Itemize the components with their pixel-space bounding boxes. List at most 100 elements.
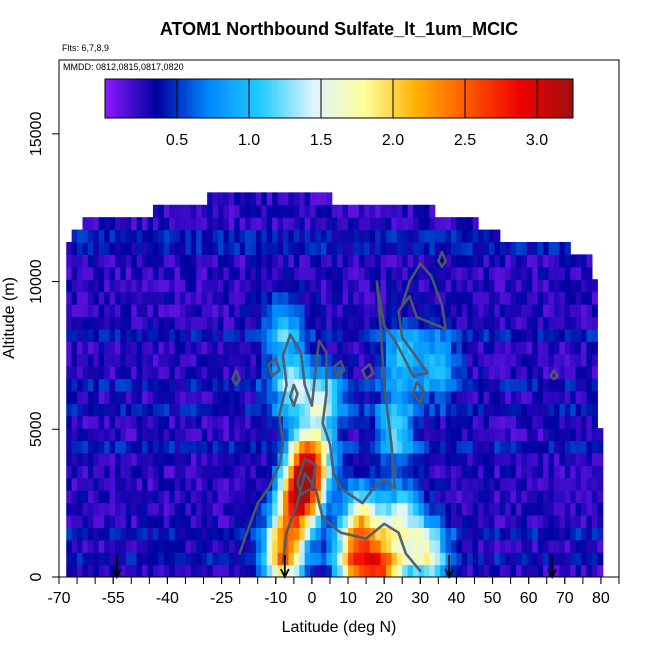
heatmap-cell <box>207 428 214 442</box>
heatmap-cell <box>169 477 176 491</box>
heatmap-cell <box>488 452 495 466</box>
heatmap-cell <box>553 341 560 355</box>
heatmap-cell <box>180 279 187 293</box>
colorbar-segment <box>195 79 200 118</box>
heatmap-cell <box>478 403 485 417</box>
heatmap-cell <box>320 291 327 305</box>
heatmap-cell <box>272 403 279 417</box>
heatmap-cell <box>115 241 122 255</box>
heatmap-cell <box>570 403 577 417</box>
heatmap-cell <box>353 266 360 280</box>
heatmap-cell <box>407 428 414 442</box>
heatmap-cell <box>407 316 414 330</box>
heatmap-cell <box>288 552 295 566</box>
heatmap-cell <box>120 241 127 255</box>
heatmap-cell <box>391 266 398 280</box>
heatmap-cell <box>575 328 582 342</box>
heatmap-cell <box>445 428 452 442</box>
heatmap-cell <box>115 502 122 516</box>
heatmap-cell <box>353 440 360 454</box>
heatmap-cell <box>364 366 371 380</box>
heatmap-cell <box>456 415 463 429</box>
heatmap-cell <box>380 403 387 417</box>
heatmap-cell <box>277 254 284 268</box>
heatmap-cell <box>152 204 159 218</box>
heatmap-cell <box>320 217 327 231</box>
heatmap-cell <box>451 428 458 442</box>
heatmap-cell <box>283 353 290 367</box>
heatmap-cell <box>537 465 544 479</box>
heatmap-cell <box>575 254 582 268</box>
heatmap-cell <box>272 415 279 429</box>
heatmap-cell <box>331 266 338 280</box>
heatmap-cell <box>516 452 523 466</box>
heatmap-cell <box>152 502 159 516</box>
heatmap-cell <box>423 552 430 566</box>
heatmap-cell <box>158 465 165 479</box>
heatmap-cell <box>423 415 430 429</box>
heatmap-cell <box>77 465 84 479</box>
heatmap-cell <box>212 440 219 454</box>
heatmap-cell <box>98 241 105 255</box>
heatmap-cell <box>163 428 170 442</box>
heatmap-cell <box>348 514 355 528</box>
heatmap-cell <box>223 341 230 355</box>
heatmap-cell <box>440 353 447 367</box>
heatmap-cell <box>185 204 192 218</box>
heatmap-cell <box>310 353 317 367</box>
heatmap-cell <box>223 465 230 479</box>
heatmap-cell <box>320 428 327 442</box>
heatmap-cell <box>548 527 555 541</box>
heatmap-cell <box>320 279 327 293</box>
colorbar-segment <box>479 79 484 118</box>
heatmap-cell <box>288 539 295 553</box>
heatmap-cell <box>391 366 398 380</box>
heatmap-cell <box>429 452 436 466</box>
heatmap-cell <box>239 440 246 454</box>
heatmap-cell <box>234 415 241 429</box>
heatmap-cell <box>104 465 111 479</box>
heatmap-cell <box>526 316 533 330</box>
heatmap-cell <box>272 490 279 504</box>
heatmap-cell <box>125 415 132 429</box>
heatmap-cell <box>575 415 582 429</box>
heatmap-cell <box>98 254 105 268</box>
heatmap-cell <box>169 279 176 293</box>
heatmap-cell <box>223 254 230 268</box>
heatmap-cell <box>217 403 224 417</box>
heatmap-cell <box>385 366 392 380</box>
heatmap-cell <box>163 254 170 268</box>
heatmap-cell <box>445 490 452 504</box>
heatmap-cell <box>250 304 257 318</box>
heatmap-cell <box>505 378 512 392</box>
heatmap-cell <box>239 254 246 268</box>
heatmap-cell <box>423 291 430 305</box>
heatmap-cell <box>456 390 463 404</box>
heatmap-cell <box>201 279 208 293</box>
heatmap-cell <box>277 366 284 380</box>
heatmap-cell <box>120 291 127 305</box>
heatmap-cell <box>93 316 100 330</box>
heatmap-cell <box>348 341 355 355</box>
heatmap-cell <box>494 304 501 318</box>
heatmap-cell <box>396 291 403 305</box>
heatmap-cell <box>283 204 290 218</box>
heatmap-cell <box>586 266 593 280</box>
heatmap-cell <box>310 341 317 355</box>
heatmap-cell <box>564 477 571 491</box>
heatmap-cell <box>304 366 311 380</box>
heatmap-cell <box>575 316 582 330</box>
heatmap-cell <box>109 266 116 280</box>
heatmap-cell <box>277 564 284 577</box>
heatmap-cell <box>358 229 365 243</box>
heatmap-cell <box>472 527 479 541</box>
colorbar-segment <box>141 79 146 118</box>
heatmap-cell <box>131 366 138 380</box>
heatmap-cell <box>358 328 365 342</box>
heatmap-cell <box>467 390 474 404</box>
heatmap-cell <box>136 266 143 280</box>
heatmap-cell <box>342 514 349 528</box>
heatmap-cell <box>483 539 490 553</box>
heatmap-cell <box>320 204 327 218</box>
